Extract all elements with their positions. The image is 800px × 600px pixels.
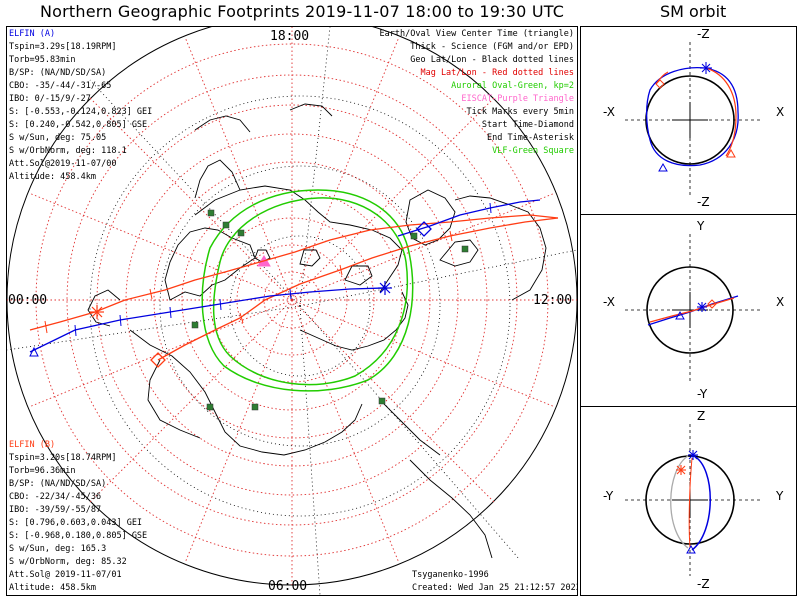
- elfin-b-line: Altitude: 458.5km: [9, 583, 96, 593]
- sm-panel-xy-top-label: Y: [696, 219, 705, 233]
- sm-panel-yz-top-label: Z: [697, 409, 705, 423]
- legend-item-eiscat: EISCAT-Purple Triangle: [461, 94, 574, 104]
- polar-map: 18:00 00:00 12:00 06:00 Earth/Oval View …: [7, 27, 581, 595]
- legend-item-view-center: Earth/Oval View Center Time (triangle): [380, 29, 574, 39]
- elfin-a-line: B/SP: (NA/ND/SD/SA): [9, 68, 106, 78]
- elfin-a-line: S w/OrbNorm, deg: 118.1: [9, 146, 127, 156]
- elfin-b-line: S: [0.796,0.603,0.043] GEI: [9, 518, 142, 528]
- elfin-a-line: IBO: 0/-15/9/-27: [9, 94, 91, 104]
- elfin-a-track: [29, 199, 541, 357]
- elfin-b-name: ELFIN (B): [9, 440, 55, 450]
- elfin-b-line: IBO: -39/59/-55/87: [9, 505, 101, 515]
- sm-panel-yz: Z -Z -Y Y: [603, 409, 784, 591]
- auroral-oval: [201, 189, 414, 392]
- geo-grid: [7, 27, 577, 595]
- elfin-b-info: ELFIN (B) Tspin=3.20s[18.74RPM] Torb=96.…: [9, 440, 147, 593]
- sm-panel-xz-top-label: -Z: [697, 27, 710, 41]
- elfin-a-line: CBO: -35/-44/-31/-65: [9, 81, 111, 91]
- sm-panel-xz: -Z -Z -X X: [603, 27, 784, 209]
- model-label: Tsyganenko-1996: [412, 570, 489, 580]
- elfin-b-line: Torb=96.36min: [9, 466, 76, 476]
- legend-item-science: Thick - Science (FGM and/or EPD): [410, 42, 574, 52]
- elfin-a-line: S: [-0.553,-0.124,0.823] GEI: [9, 107, 152, 117]
- elfin-b-line: Att.Sol@ 2019-11-07/01: [9, 570, 122, 580]
- sm-panel-xz-right-label: X: [776, 105, 784, 119]
- sm-panel-xz-left-label: -X: [603, 105, 615, 119]
- elfin-a-line: Tspin=3.29s[18.19RPM]: [9, 42, 116, 52]
- hour-label-left: 00:00: [8, 293, 47, 308]
- elfin-a-line: Altitude: 458.4km: [9, 172, 96, 182]
- elfin-a-line: Torb=95.83min: [9, 55, 76, 65]
- elfin-a-line: Att.Sol@2019-11-07/00: [9, 159, 116, 169]
- elfin-a-info: ELFIN (A) Tspin=3.29s[18.19RPM] Torb=95.…: [9, 29, 152, 182]
- sm-panel-yz-bottom-label: -Z: [697, 577, 710, 591]
- legend: Earth/Oval View Center Time (triangle) T…: [380, 29, 574, 156]
- created-label: Created: Wed Jan 25 21:12:57 2023: [412, 583, 581, 593]
- legend-item-vlf: VLF-Green Square: [492, 146, 574, 156]
- sm-panel-xz-bottom-label: -Z: [697, 195, 710, 209]
- legend-item-end-time: End Time-Asterisk: [487, 133, 574, 143]
- elfin-b-line: S w/OrbNorm, deg: 85.32: [9, 557, 127, 567]
- legend-item-auroral-oval: Auroral Oval-Green, kp=2: [451, 81, 574, 91]
- sm-panel-xy-left-label: -X: [603, 295, 615, 309]
- elfin-b-line: CBO: -22/34/-45/36: [9, 492, 101, 502]
- elfin-a-name: ELFIN (A): [9, 29, 55, 39]
- page-title: Northern Geographic Footprints 2019-11-0…: [40, 2, 565, 21]
- hour-label-top: 18:00: [270, 29, 309, 44]
- sm-panel-xy-bottom-label: -Y: [697, 387, 708, 401]
- hour-label-right: 12:00: [533, 293, 572, 308]
- legend-item-start-time: Start Time-Diamond: [482, 120, 574, 130]
- elfin-b-track: [29, 214, 559, 368]
- sm-panel-yz-right-label: Y: [775, 489, 784, 503]
- legend-item-tick-marks: Tick Marks every 5min: [467, 107, 574, 117]
- elfin-b-line: S w/Sun, deg: 165.3: [9, 544, 106, 554]
- elfin-b-line: S: [-0.968,0.180,0.805] GSE: [9, 531, 147, 541]
- sm-panel-xy-right-label: X: [776, 295, 784, 309]
- sm-orbit-title: SM orbit: [660, 2, 727, 21]
- elfin-b-line: B/SP: (NA/ND/SD/SA): [9, 479, 106, 489]
- elfin-b-line: Tspin=3.20s[18.74RPM]: [9, 453, 116, 463]
- vlf-stations: [191, 209, 469, 411]
- hour-label-bottom: 06:00: [268, 579, 307, 594]
- sm-panel-yz-left-label: -Y: [603, 489, 614, 503]
- coastlines: [87, 103, 547, 559]
- sm-panel-yz-frame: [580, 406, 797, 596]
- sm-panel-xy: Y -Y -X X: [603, 219, 784, 401]
- map-frame: [6, 26, 578, 596]
- legend-item-geo-grid: Geo Lat/Lon - Black dotted lines: [410, 55, 574, 65]
- elfin-a-line: S: [0.240,-0.542,0.805] GSE: [9, 120, 147, 130]
- elfin-a-line: S w/Sun, deg: 75.05: [9, 133, 106, 143]
- legend-item-mag-grid: Mag Lat/Lon - Red dotted lines: [420, 68, 574, 78]
